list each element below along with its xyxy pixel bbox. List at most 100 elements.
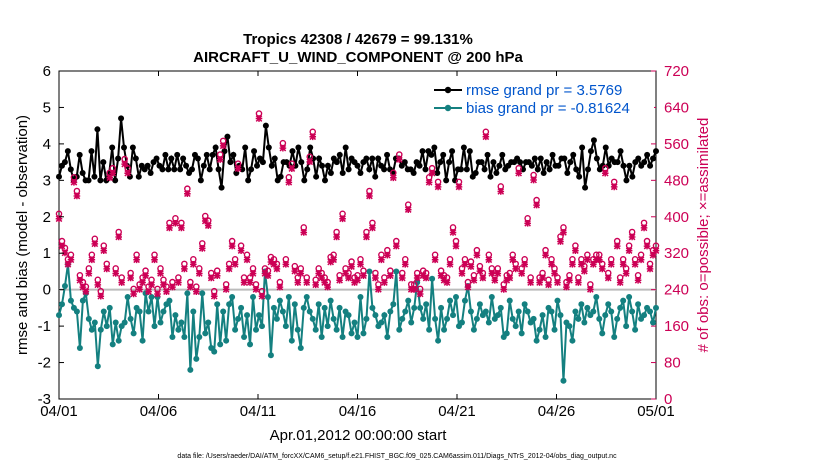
- assimilated-obs-marker: [61, 249, 69, 257]
- bias-point: [67, 297, 74, 304]
- rmse-point: [579, 144, 586, 151]
- rmse-point: [472, 170, 479, 177]
- bias-point: [315, 301, 322, 308]
- bias-point: [551, 326, 558, 333]
- bias-point: [324, 323, 331, 330]
- bias-point: [160, 308, 167, 315]
- assimilated-obs-marker: [404, 206, 412, 213]
- assimilated-obs-marker: [366, 192, 373, 200]
- bias-point: [157, 319, 164, 326]
- assimilated-obs-marker: [485, 256, 493, 264]
- bias-point: [620, 297, 627, 304]
- bias-point: [530, 315, 537, 322]
- bias-point: [294, 326, 301, 333]
- bias-point: [339, 334, 346, 341]
- assimilated-obs-marker: [410, 286, 418, 293]
- assimilated-obs-marker: [649, 251, 657, 259]
- rmse-point: [242, 144, 249, 151]
- bias-point: [575, 315, 582, 322]
- assimilated-obs-marker: [470, 276, 478, 284]
- bias-point: [139, 337, 146, 344]
- rmse-point: [298, 159, 305, 166]
- assimilated-obs-marker: [482, 133, 490, 141]
- assimilated-obs-marker: [231, 261, 239, 268]
- bias-point: [458, 319, 465, 326]
- assimilated-obs-marker: [127, 274, 134, 282]
- bias-point: [572, 308, 579, 315]
- y-axis-label-left: rmse and bias (model - observation): [14, 115, 31, 355]
- rmse-point: [457, 166, 464, 173]
- rmse-point: [259, 159, 266, 166]
- bias-point: [73, 308, 80, 315]
- plot-area: [58, 70, 657, 400]
- rmse-point: [336, 151, 343, 158]
- assimilated-obs-marker: [270, 261, 278, 268]
- assimilated-obs-marker: [181, 265, 188, 273]
- rmse-point: [319, 162, 326, 169]
- rmse-point: [135, 173, 142, 180]
- rmse-point: [531, 155, 538, 162]
- bias-point: [348, 330, 355, 337]
- bias-point: [205, 319, 212, 326]
- bias-point: [533, 337, 540, 344]
- y-right-tick-label: 160: [664, 318, 689, 335]
- bias-point: [169, 334, 176, 341]
- bias-point: [503, 330, 510, 337]
- rmse-point: [599, 162, 606, 169]
- bias-point: [423, 301, 430, 308]
- data-file-footer: data file: /Users/raeder/DAI/ATM_forcXX/…: [177, 453, 617, 460]
- assimilated-obs-marker: [312, 281, 320, 289]
- rmse-point: [129, 144, 136, 151]
- assimilated-obs-marker: [536, 279, 543, 286]
- assimilated-obs-marker: [294, 279, 302, 286]
- x-tick-label: 05/01: [637, 403, 675, 420]
- assimilated-obs-marker: [195, 270, 203, 277]
- rmse-point: [162, 151, 169, 158]
- assimilated-obs-marker: [219, 142, 227, 150]
- bias-point: [306, 308, 313, 315]
- assimilated-obs-marker: [652, 247, 660, 254]
- y-right-tick-label: 480: [664, 172, 689, 189]
- rmse-point: [466, 148, 473, 155]
- legend-bias-label: bias grand pr = -0.81624: [466, 100, 630, 117]
- rmse-point: [537, 155, 544, 162]
- bias-point: [429, 275, 436, 282]
- y-right-tick-label: 0: [664, 391, 672, 408]
- bias-point: [641, 312, 648, 319]
- bias-point: [426, 326, 433, 333]
- rmse-point: [159, 166, 166, 173]
- bias-point: [411, 304, 418, 311]
- assimilated-obs-marker: [387, 272, 394, 280]
- y-right-tick-label: 80: [664, 355, 681, 372]
- rmse-point: [354, 162, 361, 169]
- rmse-point: [100, 159, 107, 166]
- rmse-point: [620, 162, 627, 169]
- bias-point: [112, 319, 119, 326]
- bias-point: [542, 334, 549, 341]
- bias-point: [330, 315, 337, 322]
- rmse-point: [561, 155, 568, 162]
- assimilated-obs-marker: [55, 215, 63, 223]
- rmse-point: [97, 177, 104, 184]
- assimilated-obs-marker: [204, 222, 212, 229]
- assimilated-obs-marker: [88, 256, 96, 264]
- bias-point: [88, 326, 95, 333]
- bias-point: [309, 315, 316, 322]
- assimilated-obs-marker: [309, 133, 317, 141]
- assimilated-obs-marker: [363, 233, 370, 241]
- bias-point: [333, 326, 340, 333]
- assimilated-obs-marker: [500, 286, 508, 293]
- bias-point: [399, 315, 406, 322]
- y-axis-label-right: # of obs: o=possible; ×=assimilated: [695, 118, 712, 353]
- bias-point: [515, 308, 522, 315]
- rmse-point: [496, 162, 503, 169]
- axis-ticks: 04/01 04/06 04/11 04/16 04/21 04/26 05/01 -3 -2 -…: [38, 63, 689, 420]
- rmse-point: [218, 184, 225, 191]
- assimilated-obs-marker: [646, 265, 654, 273]
- assimilated-obs-marker: [613, 242, 621, 250]
- rmse-point: [585, 166, 592, 173]
- bias-point: [608, 308, 615, 315]
- assimilated-obs-marker: [610, 183, 618, 191]
- bias-point: [291, 301, 298, 308]
- bias-point: [279, 308, 286, 315]
